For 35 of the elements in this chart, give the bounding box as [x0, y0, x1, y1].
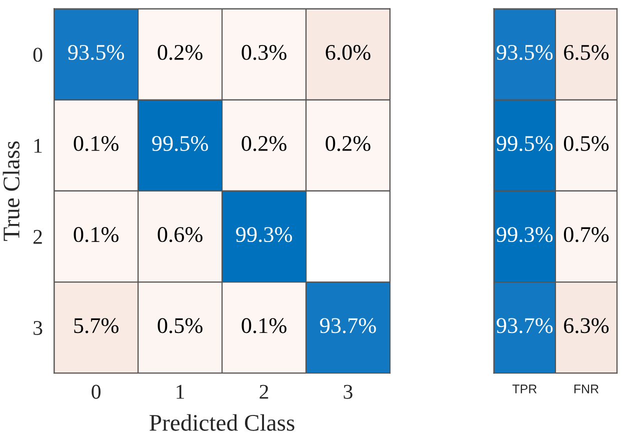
data-label: 0.2%	[158, 44, 202, 60]
data-label: 93.5%	[496, 44, 553, 60]
x-axis-title: Predicted Class	[150, 414, 294, 431]
y-tick-label: 2	[34, 230, 42, 244]
y-tick-label: 0	[33, 48, 42, 62]
data-label: 0.7%	[564, 227, 609, 242]
data-label: 93.7%	[320, 318, 376, 334]
x-tick-label: 2	[260, 384, 268, 399]
data-label: 0.5%	[564, 136, 609, 152]
data-label: 0.2%	[326, 136, 370, 152]
x-tick-label: TPR	[512, 384, 537, 394]
data-label: 5.7%	[74, 318, 118, 334]
x-tick-label: 3	[344, 384, 352, 399]
data-label: 93.7%	[496, 318, 553, 334]
x-tick-label: 0	[92, 384, 101, 399]
data-label: 6.3%	[564, 318, 609, 334]
data-label: 0.2%	[242, 136, 286, 152]
y-axis-title: True Class	[2, 141, 20, 241]
data-label: 99.5%	[496, 136, 553, 152]
data-label: 0.5%	[158, 318, 202, 334]
data-label: 0.1%	[74, 227, 118, 242]
x-tick-label: 1	[176, 384, 184, 399]
x-tick-label: FNR	[574, 384, 598, 394]
data-label: 99.3%	[236, 227, 292, 242]
data-label: 6.0%	[326, 44, 370, 60]
data-label: 99.3%	[496, 227, 553, 242]
data-label: 0.6%	[158, 227, 202, 242]
data-label: 0.3%	[242, 44, 286, 60]
y-tick-label: 1	[34, 138, 42, 153]
data-label: 0.1%	[74, 136, 118, 152]
data-label: 93.5%	[68, 44, 124, 60]
y-tick-label: 3	[34, 320, 42, 335]
data-label: 6.5%	[564, 44, 609, 60]
data-label: 0.1%	[242, 318, 286, 334]
data-label: 99.5%	[152, 136, 208, 152]
